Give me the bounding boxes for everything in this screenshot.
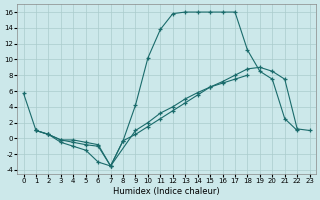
X-axis label: Humidex (Indice chaleur): Humidex (Indice chaleur): [113, 187, 220, 196]
